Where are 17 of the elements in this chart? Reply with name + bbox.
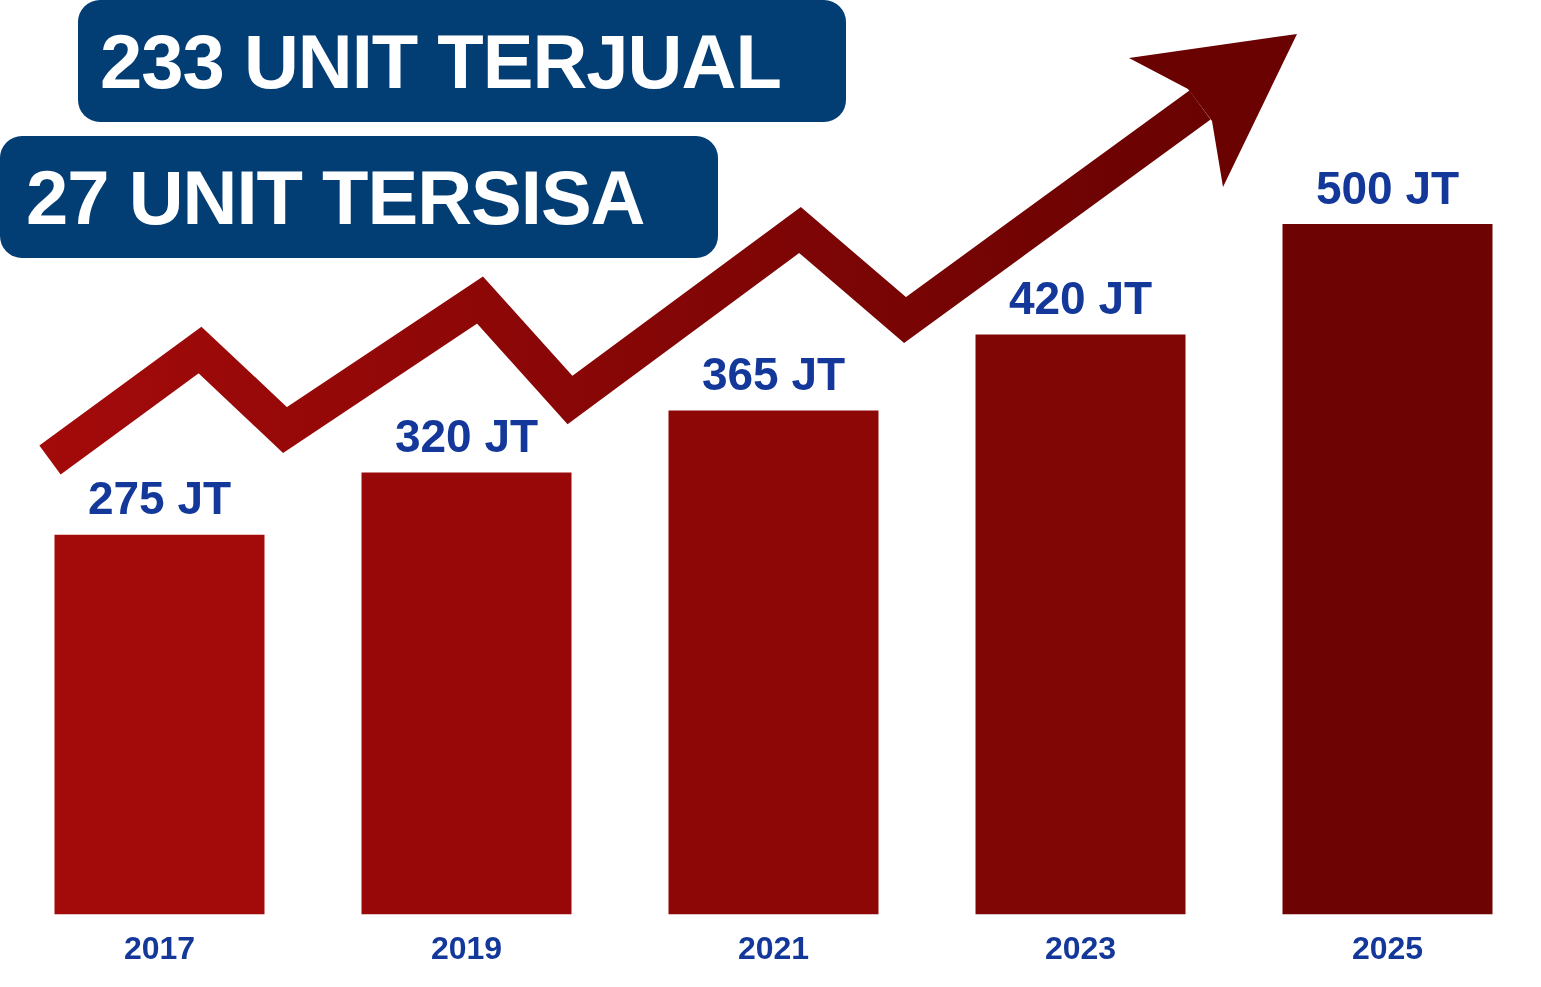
bar xyxy=(361,472,572,915)
x-tick-label: 2019 xyxy=(430,929,503,966)
data-label: 420 JT xyxy=(1008,272,1153,325)
bar xyxy=(1282,224,1493,915)
data-label: 365 JT xyxy=(701,348,846,401)
x-tick-label: 2025 xyxy=(1351,929,1424,966)
chart-subtitle: 27 UNIT TERSISA xyxy=(0,136,718,258)
x-tick-label: 2023 xyxy=(1044,929,1117,966)
bar xyxy=(975,334,1186,915)
bar xyxy=(668,410,879,915)
data-label: 500 JT xyxy=(1315,161,1460,214)
data-label: 320 JT xyxy=(394,410,539,463)
x-tick-label: 2021 xyxy=(737,929,810,966)
x-tick-label: 2017 xyxy=(123,929,196,966)
data-label: 275 JT xyxy=(87,472,232,525)
chart-title: 233 UNIT TERJUAL xyxy=(78,0,846,122)
bar xyxy=(54,534,265,915)
